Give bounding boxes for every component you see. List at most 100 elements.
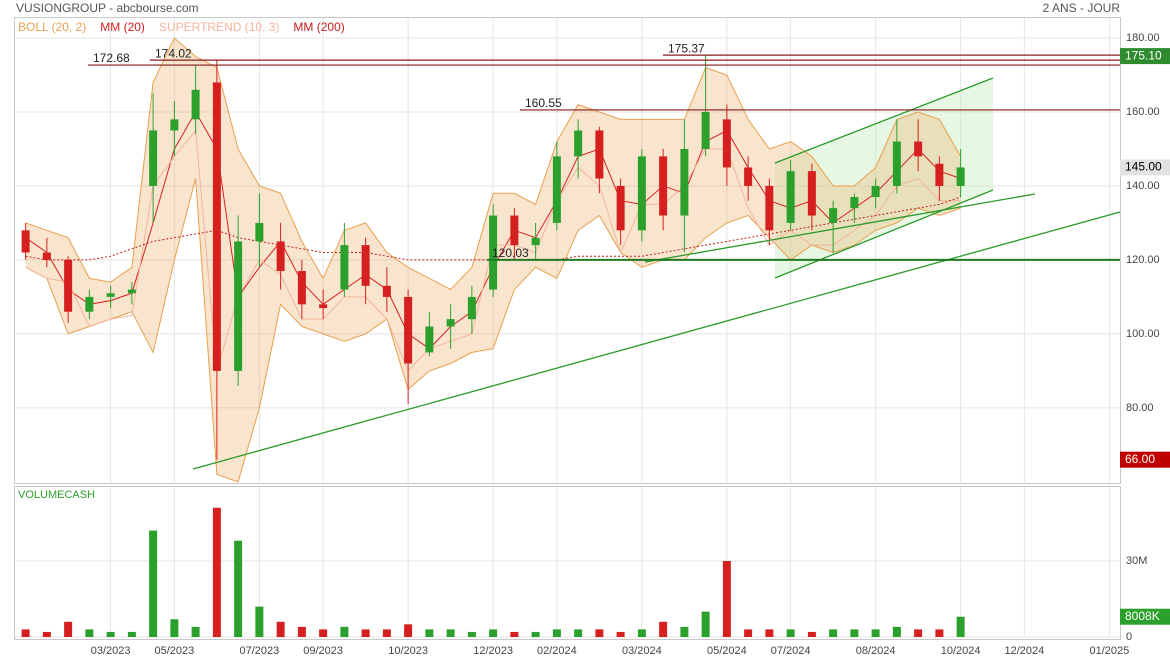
candle-body xyxy=(191,89,200,120)
candle-body xyxy=(510,215,519,246)
volume-bar xyxy=(276,621,285,637)
overlays: 03/2023 05/2023 07/2023 09/2023 10/2023 12/20… xyxy=(18,20,1170,657)
candle-body xyxy=(297,271,306,305)
volume-bar xyxy=(234,540,243,637)
candle-body xyxy=(21,230,30,253)
volume-bar xyxy=(956,616,965,637)
volume-bar xyxy=(914,629,923,637)
candle-body xyxy=(489,215,498,290)
candle-body xyxy=(276,241,285,272)
volume-bar xyxy=(106,631,115,637)
volume-bar xyxy=(170,619,179,637)
volume-tag-label: 8008K xyxy=(1125,609,1160,623)
volume-bar xyxy=(85,629,94,637)
indicator-line xyxy=(25,178,961,483)
candle-body xyxy=(467,296,476,320)
price-tag-label: 66.00 xyxy=(1125,452,1155,466)
candle-body xyxy=(871,185,880,198)
x-tick-label: 08/2024 xyxy=(856,645,896,657)
level-label: 172.68 xyxy=(93,51,130,65)
channel-fill xyxy=(775,78,993,278)
volume-bar xyxy=(382,629,391,637)
candle-body xyxy=(659,156,668,216)
x-tick-label: 03/2024 xyxy=(622,645,662,657)
volume-bar xyxy=(21,629,30,637)
volume-bar xyxy=(744,629,753,637)
volume-bar xyxy=(595,629,604,637)
legend-entry: MM (20) xyxy=(100,20,145,34)
candle-body xyxy=(616,185,625,231)
candle-body xyxy=(807,171,816,216)
volume-bar xyxy=(425,629,434,637)
legend-entry: SUPERTREND (10, 3) xyxy=(159,20,279,34)
volume-bar xyxy=(616,631,625,637)
candle-body xyxy=(106,293,115,297)
level-label: 174.02 xyxy=(155,46,192,60)
y-tick-label: 160.00 xyxy=(1126,106,1160,118)
volume-bar xyxy=(340,626,349,637)
candle-body xyxy=(127,289,136,294)
trendlines xyxy=(192,77,1121,470)
price-frame xyxy=(14,17,1121,484)
candle-body xyxy=(701,111,710,149)
volume-bar xyxy=(255,606,264,637)
volume-bar xyxy=(807,631,816,637)
candle-body xyxy=(446,319,455,327)
volume-bar xyxy=(637,629,646,637)
trendline xyxy=(192,211,1121,470)
x-tick-label: 05/2024 xyxy=(707,645,747,657)
price-tag xyxy=(1120,159,1170,176)
candle-body xyxy=(319,304,328,309)
x-tick-label: 10/2023 xyxy=(388,645,428,657)
candle-body xyxy=(829,208,838,223)
volume-bar xyxy=(297,626,306,637)
volume-bar xyxy=(892,626,901,637)
volume-bar xyxy=(404,624,413,637)
volume-tag xyxy=(1120,608,1170,625)
chart-subtitle: 2 ANS - JOUR xyxy=(1043,1,1121,15)
x-tick-label: 02/2024 xyxy=(537,645,577,657)
candle-body xyxy=(361,245,370,286)
price-tag-label: 145.00 xyxy=(1125,160,1162,174)
candle-body xyxy=(935,163,944,186)
volume-bar xyxy=(510,631,519,637)
candle-body xyxy=(170,119,179,131)
volume-bar xyxy=(42,631,51,637)
legend-entry: BOLL (20, 2) xyxy=(18,20,86,34)
volume-bar xyxy=(552,629,561,637)
volume-title: VOLUMECASH xyxy=(18,489,95,501)
chart-title: VUSIONGROUP - abcbourse.com xyxy=(16,1,199,15)
x-tick-label: 10/2024 xyxy=(941,645,981,657)
level-label: 175.37 xyxy=(668,41,705,55)
level-label: 160.55 xyxy=(525,96,562,110)
candle-body xyxy=(340,245,349,290)
x-tick-label: 01/2025 xyxy=(1089,645,1129,657)
level-label: 120.03 xyxy=(492,246,529,260)
x-tick-label: 12/2024 xyxy=(1004,645,1044,657)
volume-bar xyxy=(446,629,455,637)
candle-body xyxy=(722,119,731,168)
candle-body xyxy=(531,237,540,246)
volume-bar xyxy=(722,560,731,637)
volume-bar xyxy=(64,621,73,637)
candle-body xyxy=(42,252,51,260)
candle-body xyxy=(85,296,94,312)
price-tag-label: 175.10 xyxy=(1125,48,1162,62)
volume-bar xyxy=(701,611,710,637)
volume-bar xyxy=(680,626,689,637)
candle-body xyxy=(744,167,753,186)
y-tick-label: 80.00 xyxy=(1126,402,1154,414)
candle-body xyxy=(850,197,859,209)
volume-bar xyxy=(149,530,158,637)
candle-body xyxy=(212,82,221,371)
candle-body xyxy=(382,285,391,297)
price-tag xyxy=(1120,451,1170,468)
candle-body xyxy=(956,167,965,186)
candle-body xyxy=(595,130,604,179)
y-tick-label: 30M xyxy=(1126,555,1147,567)
volume-bar xyxy=(765,629,774,637)
volume-bar xyxy=(531,631,540,637)
y-tick-label: 140.00 xyxy=(1126,180,1160,192)
candle-body xyxy=(234,241,243,371)
